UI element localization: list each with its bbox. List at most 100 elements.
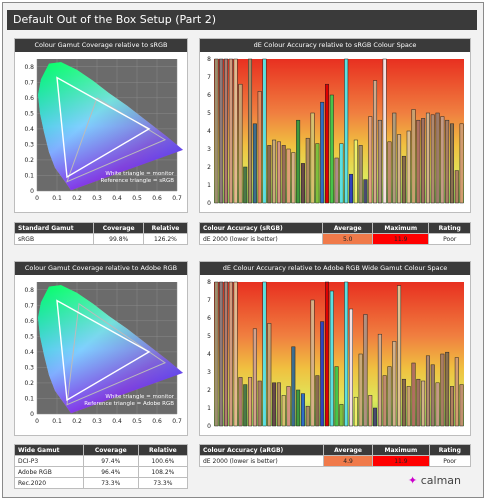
gamut-table-argb-header: Coverage: [82, 444, 139, 456]
cie-legend-monitor: White triangle = monitor: [105, 394, 174, 400]
cie-y-tick-label: 0.2: [24, 380, 34, 387]
de-bar: [214, 58, 219, 204]
de-bar: [373, 80, 378, 204]
de-bar: [421, 118, 426, 204]
gamut-coverage: 99.8%: [93, 233, 144, 245]
de-bar: [228, 281, 233, 427]
de-bar: [373, 407, 378, 427]
de-bar: [363, 314, 368, 427]
cie-x-tick-label: 0.5: [132, 418, 142, 425]
gamut-name: sRGB: [13, 233, 95, 245]
summary-argb-header: Colour Accuracy (aRGB): [199, 444, 324, 456]
de-bar: [445, 351, 450, 427]
de-bar: [310, 112, 315, 204]
cie-legend-reference: Reference triangle = sRGB: [101, 178, 175, 184]
de-bar: [349, 173, 354, 204]
de-bar: [310, 299, 315, 427]
cie-x-tick-label: 0.1: [52, 195, 62, 202]
cie-x-tick-label: 0.1: [52, 418, 62, 425]
page-title: Default Out of the Box Setup (Part 2): [7, 10, 477, 30]
spectral-locus-shade: [38, 285, 183, 414]
calman-logo-icon: ✦: [408, 474, 418, 487]
cie-y-tick-label: 0.5: [24, 333, 34, 340]
summary-maximum: 11.9: [371, 233, 430, 245]
cie-y-tick-label: 0.1: [24, 395, 34, 402]
calman-logo: ✦ calman: [408, 474, 461, 487]
cie-chart-argb: 0 0.1 0.2 0.3 0.4 0.5 0.6 0.7 0.8 0.7 0.6 0.5 0.4 0.3…: [24, 282, 183, 425]
de-bar: [291, 346, 296, 427]
gamut-table-srgb-header: Relative: [142, 222, 189, 234]
de-bar: [329, 94, 334, 204]
de-bar: [344, 281, 349, 427]
gamut-relative: 73.3%: [137, 477, 189, 489]
summary-srgb-header: Maximum: [371, 222, 430, 234]
de-bar: [454, 357, 459, 427]
de-bar: [296, 389, 301, 427]
cie-legend-reference: Reference triangle = Adobe RGB: [84, 401, 174, 407]
de-y-tick-label: 4: [207, 351, 211, 358]
de-bar: [387, 366, 392, 427]
de-y-tick-label: 0: [207, 423, 211, 430]
summary-maximum: 11.9: [372, 455, 430, 467]
summary-average: 4.9: [322, 455, 374, 467]
cie-y-tick-label: 0.6: [24, 318, 34, 325]
de-bar: [224, 58, 228, 204]
de-bar: [238, 83, 243, 204]
cie-y-tick-label: 0.1: [24, 172, 34, 179]
de-bar: [267, 145, 272, 204]
cie-y-tick-label: 0.4: [24, 126, 34, 133]
de-y-tick-label: 4: [207, 128, 211, 135]
de-bar: [320, 321, 325, 427]
cie-x-tick-label: 0: [35, 418, 39, 425]
cie-y-tick-label: 0.2: [24, 157, 34, 164]
accuracy-panel-argb: dE Colour Accuracy relative to Adobe RGB…: [199, 261, 471, 436]
summary-argb-header: Maximum: [372, 444, 430, 456]
de-bar: [315, 375, 320, 427]
de-bar: [276, 141, 281, 204]
gamut-table-argb-header: Wide Gamut: [14, 444, 84, 456]
gamut-relative: 108.2%: [137, 466, 189, 478]
gamut-relative: 126.2%: [142, 233, 189, 245]
de-bar: [329, 290, 334, 427]
de-y-tick-label: 3: [207, 146, 211, 153]
monitor-triangle: [56, 299, 151, 402]
de-bar: [334, 366, 339, 427]
gamut-coverage: 73.3%: [82, 477, 139, 489]
de-y-tick-label: 2: [207, 164, 211, 171]
de-bar: [233, 58, 238, 204]
accuracy-panel-argb-title: dE Colour Accuracy relative to Adobe RGB…: [200, 262, 470, 275]
gamut-coverage: 96.4%: [82, 466, 139, 478]
de-bar: [459, 123, 464, 204]
de-bar: [430, 364, 435, 427]
de-bar: [430, 114, 435, 204]
de-bar: [320, 101, 325, 204]
de-bar: [219, 281, 224, 427]
de-bar: [238, 377, 243, 427]
de-bar: [286, 148, 291, 204]
cie-y-tick-label: 0.7: [24, 79, 34, 86]
de-bar: [392, 112, 397, 204]
de-bar: [257, 380, 262, 427]
cie-y-tick-label: 0.8: [24, 64, 34, 71]
de-bar: [440, 116, 445, 204]
de-bar: [358, 145, 363, 204]
de-bar: [243, 384, 248, 427]
gamut-panel-srgb: Colour Gamut Coverage relative to sRGB 0…: [14, 38, 188, 213]
de-bar-chart-argb: 0 1 2 3 4 5 6 7 8: [207, 279, 464, 430]
de-y-tick-label: 3: [207, 369, 211, 376]
gamut-table-argb-header: Relative: [137, 444, 189, 456]
gamut-name: Rec.2020: [14, 477, 84, 489]
de-bar: [377, 333, 382, 427]
gamut-name: DCI-P3: [14, 455, 84, 467]
de-bar: [262, 281, 267, 427]
de-bar: [406, 386, 411, 427]
de-bar: [267, 323, 272, 427]
cie-y-tick-label: 0.3: [24, 141, 34, 148]
cie-x-tick-label: 0.2: [72, 195, 82, 202]
gamut-relative: 100.6%: [137, 455, 189, 467]
accuracy-summary-argb: Colour Accuracy (aRGB) Average Maximum R…: [199, 444, 472, 467]
summary-srgb-header: Rating: [428, 222, 471, 234]
de-bar: [233, 281, 238, 427]
reference-triangle: [66, 302, 167, 406]
table-row: dE 2000 (lower is better) 4.9 11.9 Poor: [199, 455, 472, 467]
